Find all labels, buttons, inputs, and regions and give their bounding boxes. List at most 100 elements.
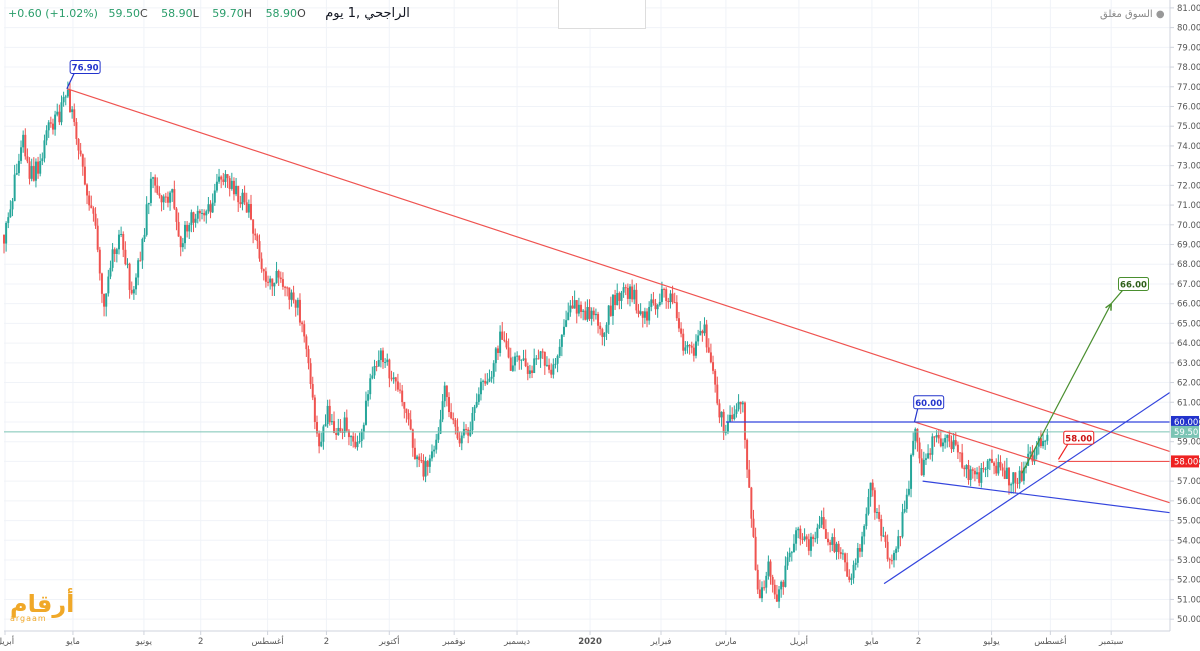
time-tick-label: 2 (916, 637, 921, 647)
candle-body (1039, 438, 1042, 447)
candle-body (224, 174, 227, 182)
candle-body (401, 390, 404, 403)
candle-body (94, 213, 97, 226)
candle-body (694, 341, 697, 356)
candle-body (426, 461, 429, 467)
price-tick-label: 78.00 (1177, 63, 1200, 73)
candle-body (624, 287, 627, 289)
time-tick-label: 2 (198, 637, 203, 647)
candle-body (701, 330, 704, 334)
candle-body (658, 301, 661, 306)
ohlc-legend: +0.60 (+1.02%) 59.50C 58.90L 59.70H 58.9… (8, 6, 410, 21)
candle-body (320, 441, 323, 447)
candle-body (1031, 451, 1034, 462)
candle-body (901, 511, 904, 537)
change-value: +0.60 (+1.02%) (8, 7, 98, 20)
candle-body (230, 180, 233, 189)
candle-body (465, 428, 468, 430)
candle-body (967, 465, 970, 480)
candle-body (309, 363, 312, 385)
candle-body (190, 212, 193, 226)
candle-body (420, 460, 423, 462)
candle-body (907, 488, 910, 495)
candle-body (586, 307, 589, 320)
candle-body (258, 241, 261, 259)
candle-body (100, 273, 103, 294)
candle-body (952, 440, 955, 450)
price-tick-label: 80.00 (1177, 24, 1200, 34)
candle-body (435, 439, 438, 450)
candle-body (812, 536, 815, 539)
candle-body (935, 434, 938, 438)
candle-body (430, 451, 433, 459)
candle-body (28, 161, 31, 179)
candle-body (635, 289, 638, 311)
candle-body (24, 134, 27, 157)
callout-box (69, 60, 101, 75)
candle-body (839, 552, 842, 555)
candle-body (267, 281, 270, 283)
candle-body (66, 89, 69, 97)
candle-body (141, 238, 144, 261)
candle-body (477, 394, 480, 402)
candle-body (518, 355, 521, 361)
price-tick-label: 71.00 (1177, 201, 1200, 211)
candle-body (914, 428, 917, 441)
candle-body (375, 366, 378, 368)
price-axis[interactable]: 50.00 51.00 52.00 53.00 54.00 55.00 56.00 57.00… (1169, 0, 1200, 631)
candle-body (922, 459, 925, 476)
candle-body (232, 180, 235, 195)
candle-body (680, 328, 683, 334)
price-tick-label: 67.00 (1177, 280, 1200, 290)
candle-body (26, 156, 29, 162)
candle-body (173, 189, 176, 209)
candle-body (603, 332, 606, 337)
candle-body (805, 536, 808, 540)
candle-body (458, 438, 461, 444)
candle-body (192, 212, 195, 223)
candle-body (318, 433, 321, 447)
candle-body (539, 351, 542, 359)
candle-body (256, 235, 259, 242)
candle-body (486, 381, 489, 384)
price-tick-label: 53.00 (1177, 556, 1200, 566)
candle-body (816, 527, 819, 539)
candle-body (797, 528, 800, 531)
candle-body (177, 221, 180, 237)
candle-body (609, 305, 612, 316)
price-tick-label: 50.00 (1177, 615, 1200, 625)
candle-body (650, 299, 653, 307)
candle-body (718, 403, 721, 418)
time-axis[interactable]: أبريل مايو يونيو 2 أغسطس 2 أكتوبر نوفمبر ديسمبر 2… (0, 630, 1170, 647)
candle-body (516, 355, 519, 357)
candle-body (956, 444, 959, 453)
candle-body (73, 109, 76, 123)
candle-body (724, 432, 727, 434)
candle-body (716, 384, 719, 404)
candle-body (765, 575, 768, 588)
symbol-title[interactable]: الراجحي ,1 يوم (325, 6, 410, 21)
price-tick-label: 68.00 (1177, 260, 1200, 270)
candle-body (207, 204, 210, 212)
candle-body (850, 578, 853, 580)
candle-body (509, 357, 512, 371)
candle-body (1046, 434, 1049, 441)
candle-body (488, 378, 491, 382)
candle-body (865, 513, 868, 527)
candle-body (409, 419, 412, 430)
candle-body (103, 293, 106, 307)
candle-body (482, 380, 485, 382)
candle-body (58, 111, 61, 123)
candle-body (982, 467, 985, 470)
candle-body (147, 202, 150, 205)
toolbar-box[interactable] (558, 0, 646, 29)
candle-body (154, 177, 157, 186)
candle-body (965, 465, 968, 470)
candle-body (743, 402, 746, 440)
candle-body (286, 287, 289, 289)
candle-body (599, 325, 602, 330)
candle-body (726, 422, 729, 433)
candle-body (846, 562, 849, 577)
candle-body (149, 178, 152, 203)
